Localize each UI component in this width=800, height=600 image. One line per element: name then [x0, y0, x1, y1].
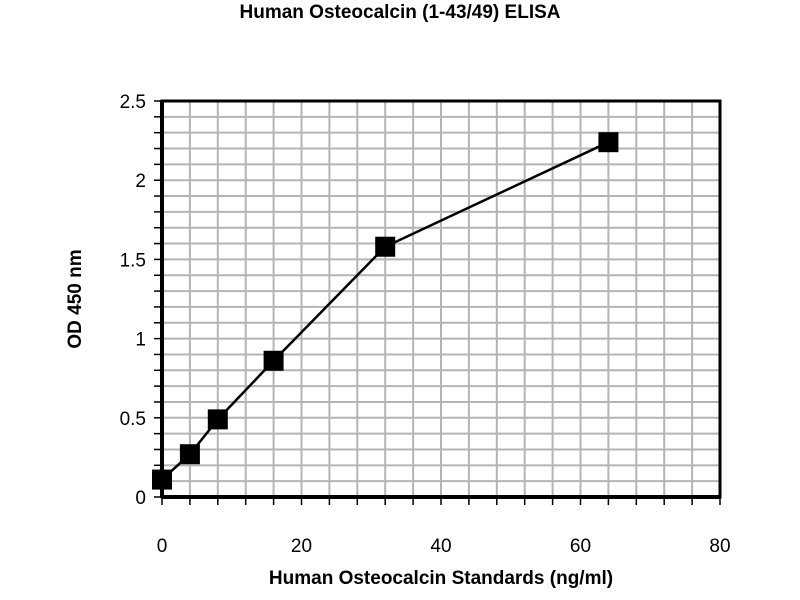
- chart-title: Human Osteocalcin (1-43/49) ELISA: [239, 2, 561, 23]
- x-tick-label: 60: [570, 536, 591, 557]
- x-axis-label: Human Osteocalcin Standards (ng/ml): [268, 568, 614, 589]
- data-point: [598, 132, 619, 153]
- y-tick-label: 2: [135, 171, 146, 192]
- data-point: [263, 350, 284, 371]
- x-tick-label: 40: [430, 536, 451, 557]
- y-tick-label: 1: [135, 330, 146, 351]
- x-tick-label: 20: [291, 536, 312, 557]
- x-tick-label: 0: [157, 536, 168, 557]
- y-tick-label: 1.5: [120, 250, 146, 271]
- y-tick-label: 0: [135, 488, 146, 509]
- data-point: [179, 444, 200, 465]
- y-tick-label: 2.5: [120, 92, 146, 113]
- y-tick-label: 0.5: [120, 409, 146, 430]
- data-point: [152, 469, 172, 490]
- x-tick-label: 80: [709, 536, 730, 557]
- data-point: [207, 409, 228, 430]
- data-point: [375, 236, 396, 257]
